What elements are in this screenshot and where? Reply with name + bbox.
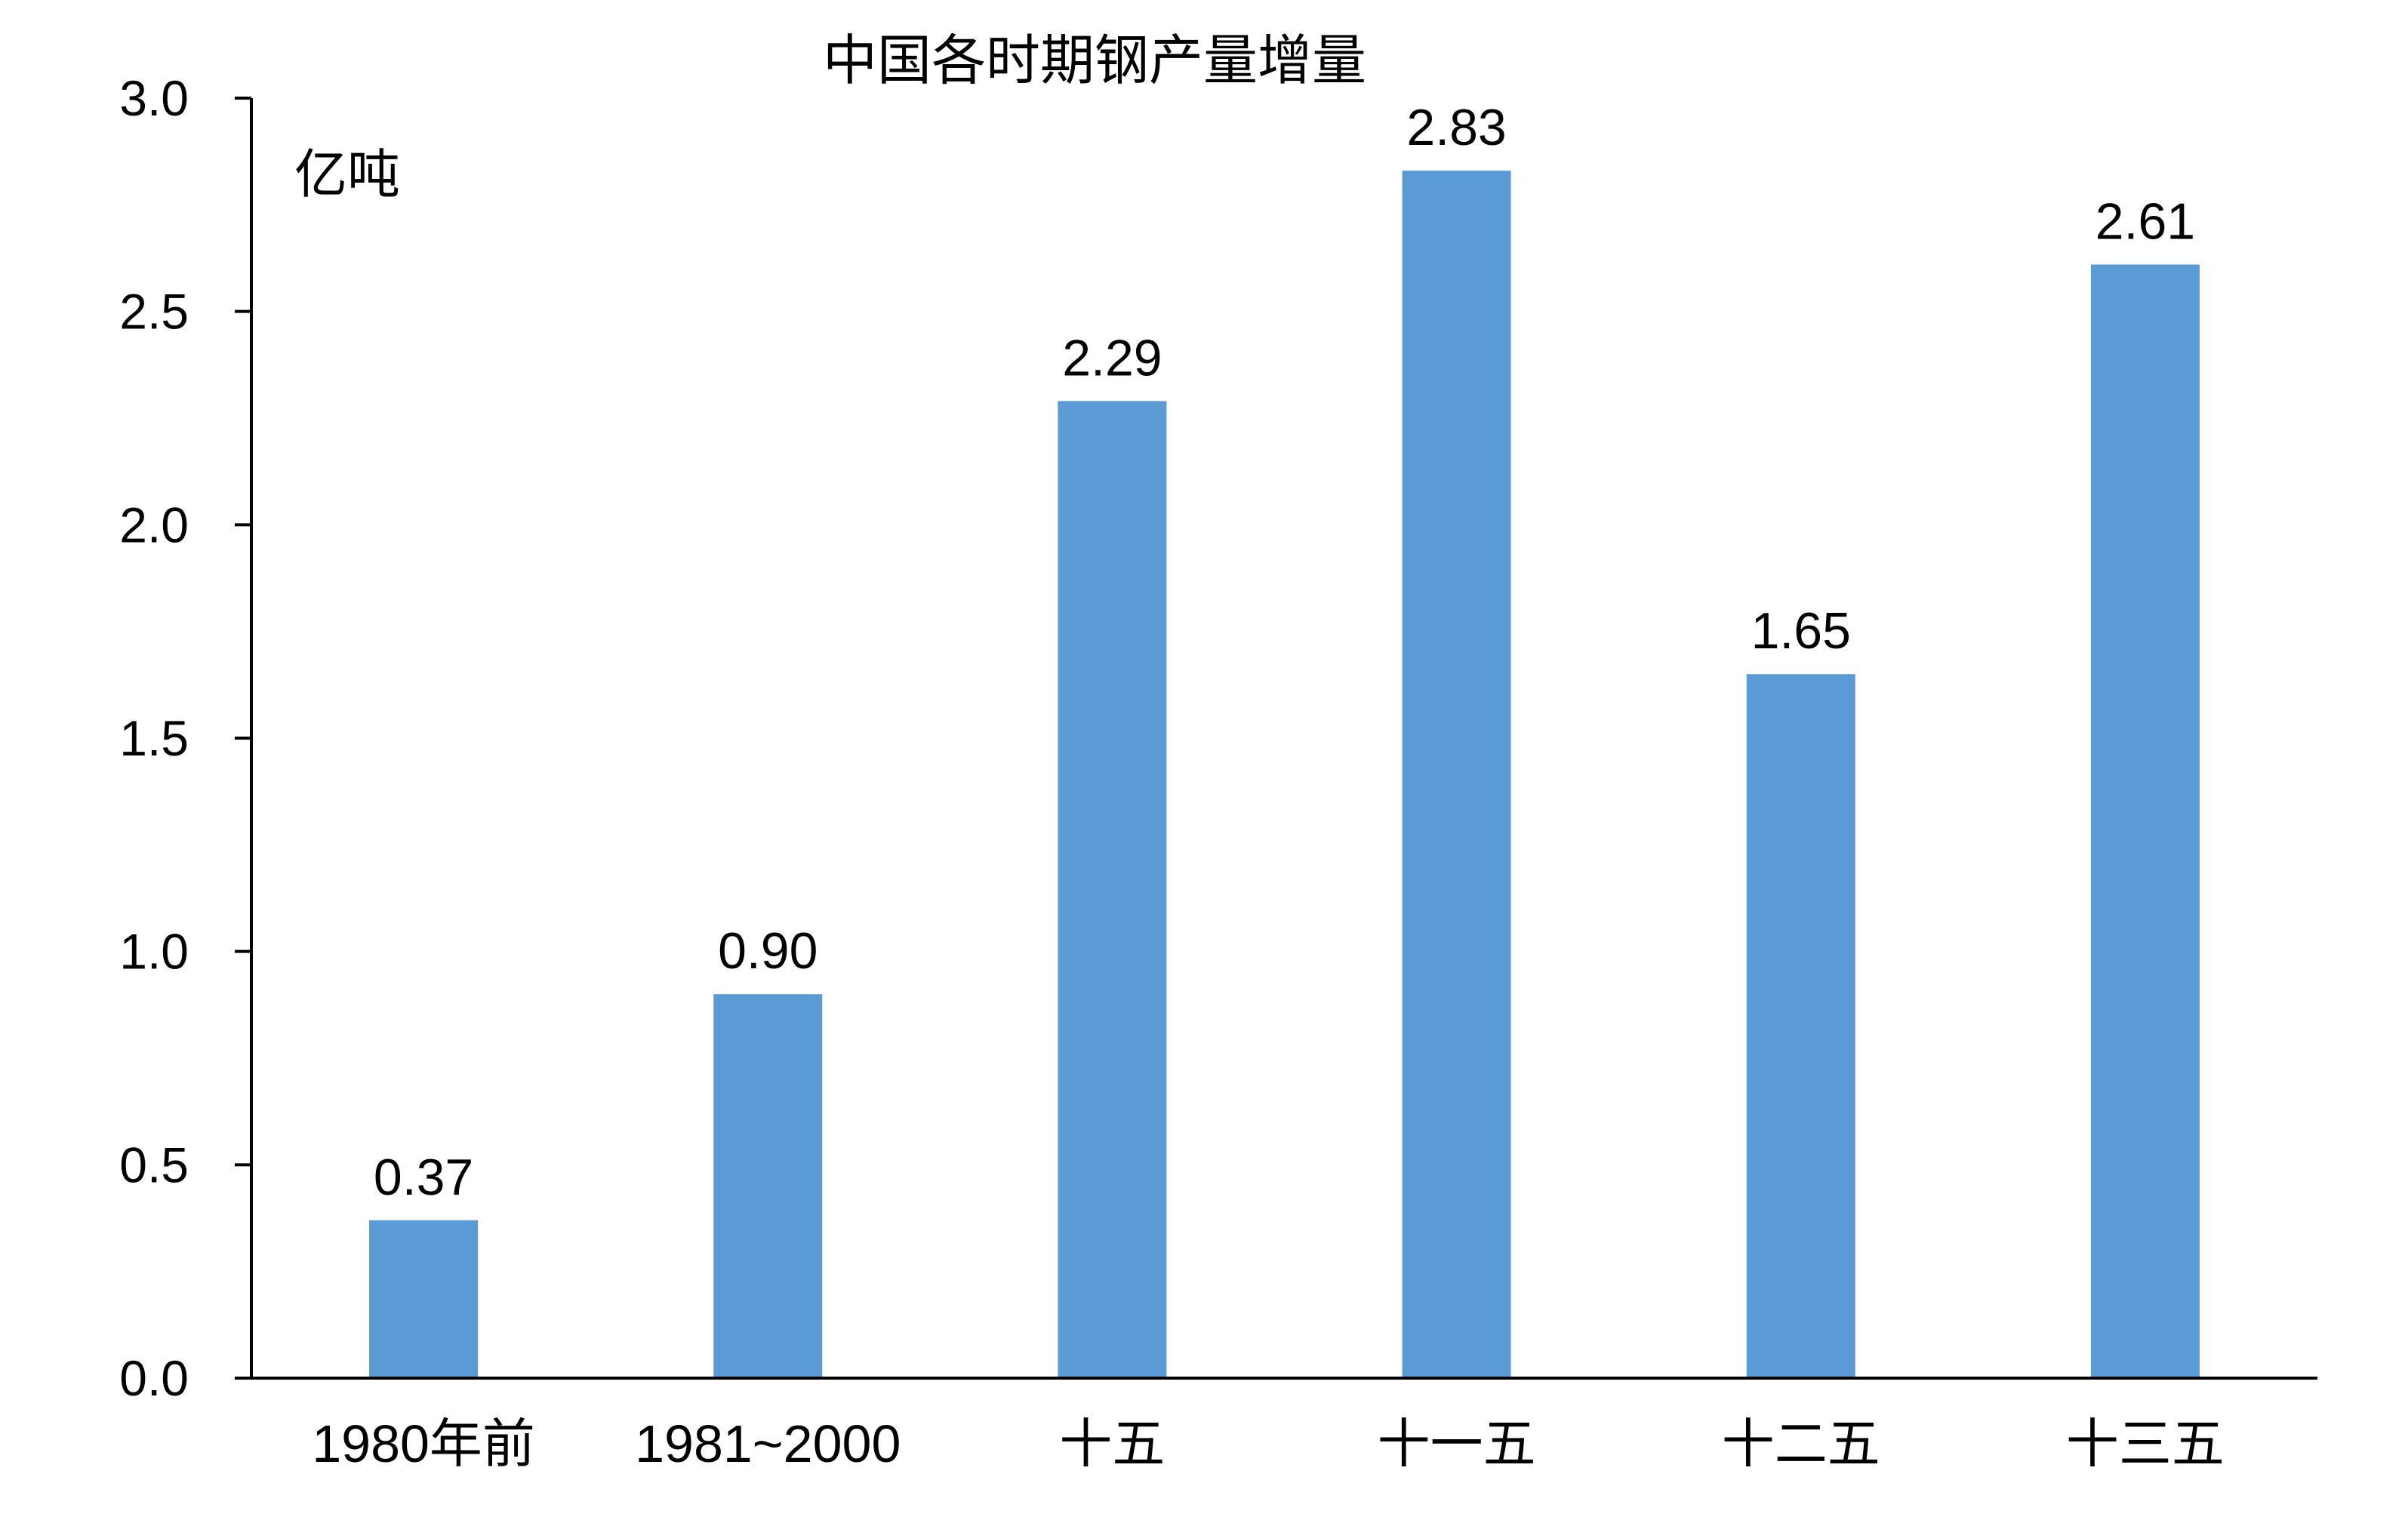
data-label: 0.90 — [718, 922, 818, 980]
x-tick-label: 1981~2000 — [635, 1414, 901, 1473]
data-label: 2.29 — [1062, 329, 1162, 386]
bar — [1402, 171, 1511, 1378]
data-label: 1.65 — [1751, 602, 1851, 660]
bar — [369, 1220, 479, 1378]
data-label: 2.83 — [1406, 99, 1506, 156]
y-tick-label: 0.0 — [119, 1350, 189, 1406]
chart-title: 中国各时期钢产量增量 — [823, 29, 1366, 92]
bar — [2090, 264, 2200, 1379]
y-tick-label: 3.0 — [119, 70, 189, 126]
bar — [1746, 674, 1855, 1378]
x-tick-label: 1980年前 — [312, 1414, 535, 1473]
data-label: 0.37 — [374, 1149, 473, 1206]
x-tick-label: 十一五 — [1378, 1414, 1536, 1473]
x-tick-label: 十五 — [1059, 1414, 1165, 1473]
x-tick-label: 十三五 — [2066, 1414, 2225, 1473]
y-tick-label: 2.5 — [119, 284, 189, 340]
data-labels: 0.37 0.90 2.29 2.83 1.65 2.61 — [374, 99, 2195, 1206]
y-axis: 0.0 0.5 1.0 1.5 2.0 2.5 3.0 — [119, 70, 253, 1406]
y-tick-label: 2.0 — [119, 497, 189, 552]
unit-label: 亿吨 — [294, 143, 400, 205]
y-tick-label: 1.5 — [119, 710, 189, 766]
data-label: 2.61 — [2095, 192, 2195, 250]
y-tick-label: 1.0 — [119, 924, 189, 980]
bar — [713, 994, 823, 1378]
bar — [1058, 401, 1167, 1378]
x-tick-label: 十二五 — [1722, 1414, 1880, 1473]
x-axis: 1980年前 1981~2000 十五 十一五 十二五 十三五 — [251, 1377, 2317, 1473]
bars — [369, 171, 2200, 1379]
y-tick-label: 0.5 — [119, 1137, 189, 1192]
